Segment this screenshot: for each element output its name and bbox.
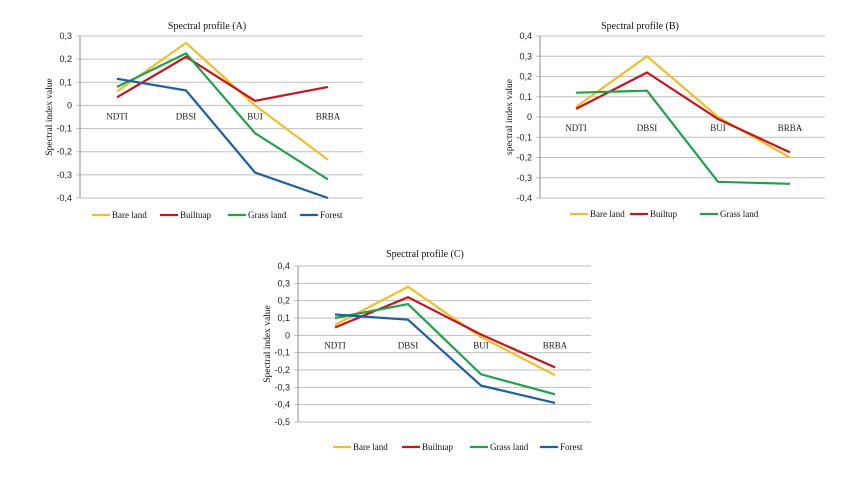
y-tick-label: 0,3 [519, 51, 532, 61]
x-category-label: BUI [710, 123, 726, 133]
legend-label: Forest [560, 442, 583, 452]
x-category-label: BUI [473, 340, 489, 350]
legend-label: Builtuap [422, 442, 453, 452]
series-line-grass-land [334, 302, 556, 396]
legend-label: Grass land [490, 442, 529, 452]
series-line-grass-land [575, 89, 791, 185]
legend-item-grass-land: Grass land [700, 209, 759, 219]
legend-label: Builtuap [180, 210, 211, 220]
y-tick-label: -0,4 [516, 193, 532, 203]
x-category-label: BUI [247, 111, 263, 121]
x-category-label: NDTI [565, 123, 587, 133]
y-tick-label: 0,1 [519, 92, 532, 102]
chart-title: Spectral profile (B) [601, 21, 679, 32]
y-tick-label: -0,3 [56, 170, 72, 180]
series-line-bare-land [334, 285, 556, 377]
y-tick-label: 0,4 [277, 261, 290, 271]
legend-item-forest: Forest [540, 442, 583, 452]
y-tick-label: 0,2 [519, 72, 532, 82]
legend-label: Bare land [112, 210, 147, 220]
legend-item-grass-land: Grass land [228, 210, 287, 220]
y-tick-label: 0,1 [59, 77, 72, 87]
y-tick-label: -0,3 [516, 173, 532, 183]
chart-title: Spectral profile (C) [386, 249, 464, 260]
y-tick-label: -0,2 [516, 153, 532, 163]
legend-item-bare-land: Bare land [92, 210, 147, 220]
y-tick-label: 0,4 [519, 31, 532, 41]
y-tick-label: -0,3 [274, 382, 290, 392]
x-category-label: DBSI [637, 123, 658, 133]
chart-b: Spectral profile (B) 0,4 0,3 0,2 0,1 0 -0,1 -0,… [505, 21, 825, 219]
x-category-label: DBSI [398, 340, 419, 350]
legend-label: Grass land [720, 209, 759, 219]
series-line-grass-land [116, 52, 329, 181]
x-category-label: BRBA [316, 111, 341, 121]
y-tick-label: -0,1 [516, 132, 532, 142]
chart-a: Spectral profile (A) 0,3 0,2 0,1 0 -0,1 -0,2 -0… [45, 21, 363, 220]
y-tick-label: 0 [67, 100, 72, 110]
x-category-label: BRBA [778, 123, 803, 133]
y-tick-label: -0,2 [56, 147, 72, 157]
y-tick-label: -0,1 [274, 348, 290, 358]
series-line-forest [334, 313, 556, 404]
legend-item-bare-land: Bare land [570, 209, 625, 219]
y-tick-label: 0,2 [59, 54, 72, 64]
legend-label: Bare land [590, 209, 625, 219]
legend-item-grass-land: Grass land [470, 442, 529, 452]
y-tick-label: 0 [285, 330, 290, 340]
legend-item-forest: Forest [300, 210, 343, 220]
y-axis-label: Spectral index value [45, 78, 55, 156]
series-line-bare-land [575, 54, 791, 159]
y-tick-label: 0,1 [277, 313, 290, 323]
series-line-bare-land [116, 41, 329, 161]
y-tick-label: -0,2 [274, 365, 290, 375]
y-tick-label: 0,3 [59, 31, 72, 41]
y-axis-label: spectral index value [505, 79, 515, 155]
y-tick-label: -0,4 [274, 400, 290, 410]
y-tick-label: 0,2 [277, 296, 290, 306]
chart-title: Spectral profile (A) [168, 21, 246, 32]
chart-c: Spectral profile (C) 0,4 0,3 0,2 0,1 0 -0,1 -0,… [263, 249, 591, 452]
legend-label: Forest [320, 210, 343, 220]
legend-label: Bare land [353, 442, 388, 452]
x-category-label: BRBA [543, 340, 568, 350]
legend-item-builtup: Builtuap [160, 210, 211, 220]
legend-item-builtup: Builtup [630, 209, 678, 219]
series-line-forest [116, 77, 329, 200]
legend-item-bare-land: Bare land [333, 442, 388, 452]
x-category-label: NDTI [106, 111, 128, 121]
legend-item-builtup: Builtuap [402, 442, 453, 452]
x-category-label: NDTI [324, 340, 346, 350]
y-tick-label: 0 [527, 112, 532, 122]
x-category-label: DBSI [176, 111, 197, 121]
legend-label: Builtup [650, 209, 678, 219]
series-line-builtup [116, 55, 329, 102]
y-axis-label: Spectral index value [263, 305, 273, 383]
y-tick-label: 0,3 [277, 278, 290, 288]
y-tick-label: -0,4 [56, 193, 72, 203]
y-tick-label: -0,1 [56, 124, 72, 134]
series-line-builtup [334, 295, 556, 369]
legend-label: Grass land [248, 210, 287, 220]
y-tick-label: -0,5 [274, 417, 290, 427]
